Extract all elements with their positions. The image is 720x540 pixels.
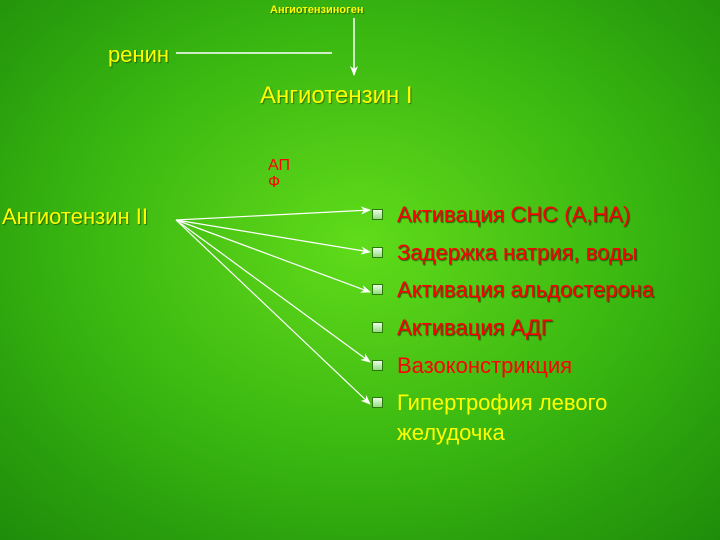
effect-item: Задержка натрия, воды <box>372 238 692 268</box>
effect-text: Вазоконстрикция <box>397 351 572 381</box>
arrow <box>176 220 370 252</box>
bullet-icon <box>372 245 383 256</box>
effect-text: Гипертрофия левого желудочка <box>397 388 692 447</box>
label-renin: ренин <box>108 42 169 68</box>
effects-list: Активация СНС (А,НА) Задержка натрия, во… <box>372 200 692 456</box>
arrow <box>176 220 370 292</box>
bullet-icon <box>372 282 383 293</box>
bullet-icon <box>372 395 383 406</box>
label-apf: АП Ф <box>268 158 290 192</box>
bullet-icon <box>372 207 383 218</box>
bullet-icon <box>372 320 383 331</box>
arrow <box>176 220 370 362</box>
effect-text: Активация СНС (А,НА) <box>397 200 630 230</box>
bullet-icon <box>372 358 383 369</box>
effect-item: Активация АДГ <box>372 313 692 343</box>
effect-item: Гипертрофия левого желудочка <box>372 388 692 447</box>
label-angiotensinogen: Ангиотензиноген <box>270 4 363 16</box>
effect-item: Активация СНС (А,НА) <box>372 200 692 230</box>
effect-item: Вазоконстрикция <box>372 351 692 381</box>
arrow <box>176 210 370 220</box>
effect-text: Задержка натрия, воды <box>397 238 638 268</box>
effect-text: Активация альдостерона <box>397 275 654 305</box>
effect-item: Активация альдостерона <box>372 275 692 305</box>
effect-text: Активация АДГ <box>397 313 553 343</box>
label-ang2: Ангиотензин II <box>2 204 148 230</box>
label-ang1: Ангиотензин I <box>260 82 413 110</box>
arrow <box>176 220 370 404</box>
